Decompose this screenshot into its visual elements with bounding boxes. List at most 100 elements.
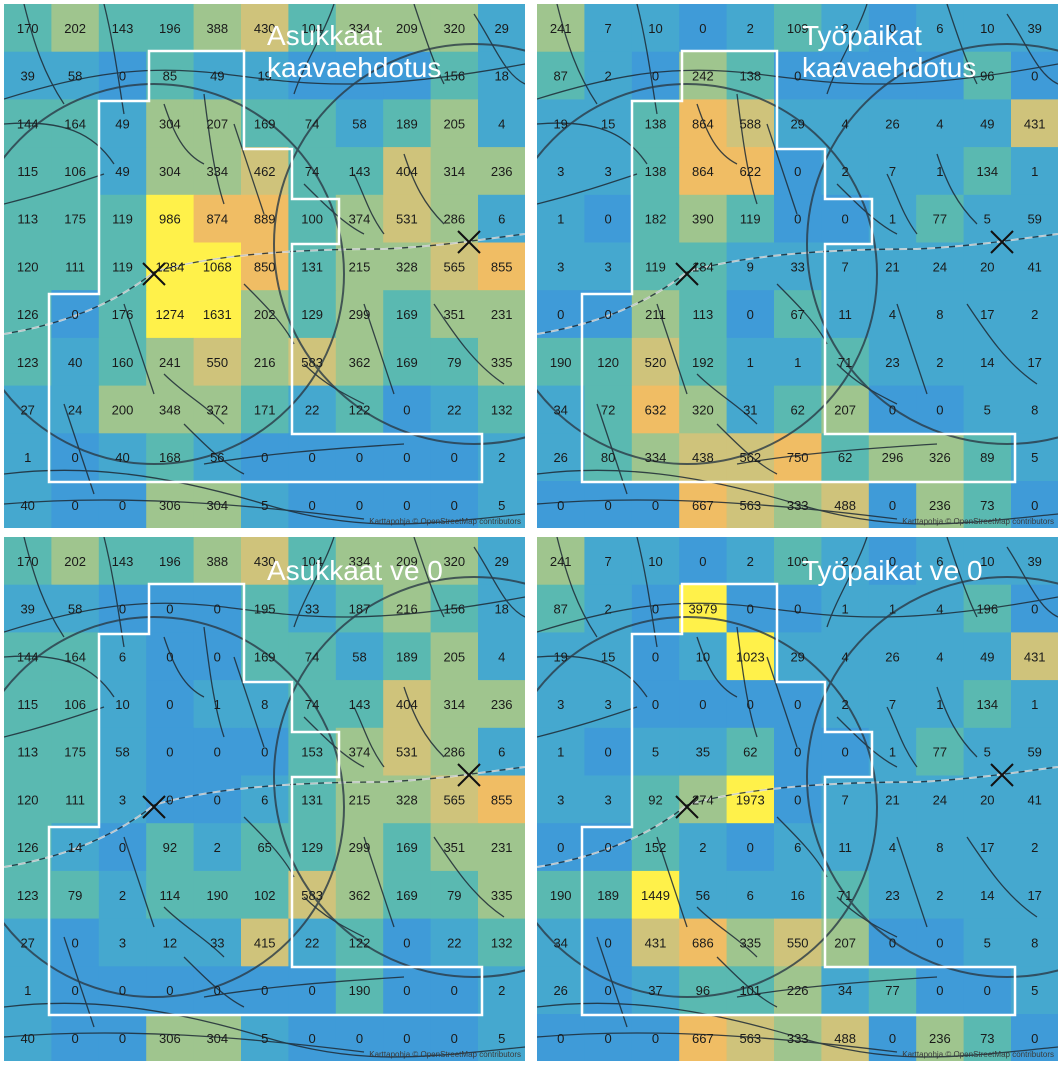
cell-value: 7 — [889, 164, 896, 179]
grid-cell — [98, 481, 147, 528]
cell-value: 10 — [980, 21, 994, 36]
cell-value: 0 — [794, 164, 801, 179]
road-line — [403, 153, 445, 225]
grid-cell — [51, 870, 100, 920]
grid-cell — [537, 537, 585, 586]
cell-value: 37 — [648, 983, 662, 998]
cell-value: 115 — [17, 164, 38, 179]
road-line — [537, 63, 1058, 100]
grid-cell — [1011, 680, 1058, 729]
grid-cell — [383, 870, 432, 920]
road-line — [1006, 546, 1058, 618]
road-line — [696, 373, 758, 425]
cell-value: 5 — [261, 1031, 268, 1046]
grid-cell — [146, 966, 195, 1015]
grid-cell — [193, 537, 242, 586]
grid-cell — [241, 385, 289, 434]
road-line — [766, 656, 798, 748]
grid-cell — [631, 4, 680, 53]
radius-circle — [806, 576, 1058, 978]
cell-value: 138 — [645, 164, 667, 179]
grid-cell — [679, 147, 728, 196]
grid-cell — [335, 727, 384, 777]
grid-cell — [821, 433, 870, 482]
cell-value: 100 — [301, 212, 323, 227]
grid-cell — [963, 337, 1012, 387]
grid-cell — [51, 242, 100, 291]
cell-value: 27 — [20, 936, 34, 951]
cell-value: 667 — [692, 498, 714, 513]
cell-value: 4 — [889, 840, 896, 855]
cell-value: 40 — [20, 1031, 34, 1046]
grid-cell — [241, 870, 289, 920]
cell-value: 0 — [166, 602, 173, 617]
grid-cell — [679, 537, 728, 586]
railway-line — [4, 233, 525, 335]
cell-value: 2 — [498, 983, 505, 998]
cell-value: 74 — [305, 116, 319, 131]
cell-value: 11 — [838, 307, 852, 322]
grid-cell — [146, 194, 195, 244]
grid-cell — [726, 4, 775, 53]
cell-value: 205 — [443, 116, 465, 131]
cell-value: 0 — [119, 602, 126, 617]
cell-value: 0 — [166, 745, 173, 760]
cell-value: 1631 — [203, 307, 232, 322]
grid-cell — [916, 290, 965, 339]
cell-value: 7 — [604, 21, 611, 36]
cell-value: 304 — [206, 498, 228, 513]
cell-value: 5 — [984, 212, 991, 227]
grid-cell — [679, 51, 728, 100]
cell-value: 226 — [787, 983, 809, 998]
cell-value: 58 — [115, 745, 129, 760]
cell-value: 6 — [936, 554, 943, 569]
cell-value: 0 — [261, 983, 268, 998]
grid-cell — [288, 433, 337, 482]
road-line — [4, 655, 115, 698]
grid-cell — [679, 4, 728, 53]
cell-value: 7 — [841, 792, 848, 807]
grid-cell — [868, 1014, 917, 1061]
road-line — [293, 537, 335, 628]
cell-value: 2 — [498, 450, 505, 465]
grid-cell — [916, 194, 965, 244]
road-line — [123, 303, 155, 395]
grid-cell — [726, 194, 775, 244]
cell-value: 0 — [451, 1031, 458, 1046]
cell-value: 67 — [790, 307, 804, 322]
cell-value: 0 — [214, 602, 221, 617]
cell-value: 3 — [119, 792, 126, 807]
cell-value: 111 — [65, 259, 85, 274]
cell-value: 49 — [115, 164, 129, 179]
grid-cell — [4, 290, 52, 339]
cell-value: 0 — [984, 983, 991, 998]
grid-cell — [963, 632, 1012, 681]
cell-value: 0 — [652, 69, 659, 84]
grid-cell — [335, 481, 384, 528]
grid-cell — [98, 194, 147, 244]
cell-value: 0 — [699, 554, 706, 569]
cell-value: 0 — [71, 983, 78, 998]
grid-cell — [98, 823, 147, 872]
grid-cell — [679, 337, 728, 387]
grid-cell — [1011, 337, 1058, 387]
railway-line — [537, 766, 1058, 868]
grid-cell — [726, 680, 775, 729]
cell-value: 16 — [790, 888, 804, 903]
cell-value: 0 — [403, 498, 410, 513]
grid-cell — [726, 870, 775, 920]
cell-value: 39 — [1027, 554, 1041, 569]
cell-value: 143 — [349, 697, 371, 712]
grid-cell — [193, 194, 242, 244]
road-line — [183, 423, 245, 475]
grid-cell — [241, 4, 289, 53]
grid-cell — [774, 775, 822, 824]
cell-value: 41 — [1027, 792, 1041, 807]
cell-value: 2 — [1031, 307, 1038, 322]
radius-circle — [273, 576, 525, 978]
attribution: Karttapohja © OpenStreetMap contributors — [902, 1050, 1054, 1059]
cell-value: 1 — [214, 697, 221, 712]
cell-value: 119 — [740, 212, 761, 227]
grid-cell — [4, 680, 52, 729]
grid-cell — [679, 823, 728, 872]
